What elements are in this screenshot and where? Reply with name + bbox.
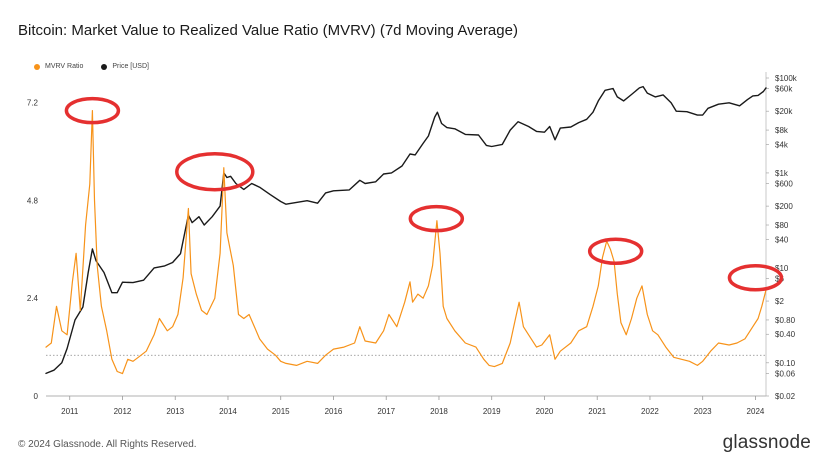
- legend-item-price[interactable]: Price [USD]: [101, 63, 149, 70]
- y-right-tick-label: $0.80: [775, 316, 796, 325]
- annotation-circle-5: [727, 264, 784, 292]
- mvrv-ratio-line: [45, 110, 767, 375]
- price-legend-dot-icon: [101, 63, 108, 70]
- y-right-tick-label: $40: [775, 235, 789, 244]
- y-right-tick-label: $60k: [775, 85, 793, 94]
- copyright-footer: © 2024 Glassnode. All Rights Reserved.: [18, 439, 197, 450]
- annotation-circle-4: [587, 237, 644, 266]
- y-right-tick-label: $100k: [775, 74, 798, 83]
- y-right-tick-label: $600: [775, 179, 793, 188]
- x-tick-label: 2022: [641, 407, 659, 416]
- y-right-tick-label: $0.10: [775, 359, 796, 368]
- y-right-tick-label: $2: [775, 297, 784, 306]
- y-left-tick-label: 0: [34, 392, 39, 401]
- x-tick-label: 2020: [536, 407, 554, 416]
- annotation-circle-2: [175, 152, 255, 192]
- y-right-tick-label: $8k: [775, 126, 789, 135]
- price-usd-line: [45, 85, 767, 375]
- glassnode-logo: glassnode: [722, 432, 811, 453]
- x-tick-label: 2019: [483, 407, 501, 416]
- y-left-tick-label: 7.2: [27, 98, 39, 107]
- annotation-circle-1: [64, 96, 121, 125]
- y-right-tick-label: $4k: [775, 140, 789, 149]
- legend-item-mvrv[interactable]: MVRV Ratio: [34, 63, 83, 70]
- x-tick-label: 2017: [377, 407, 395, 416]
- y-right-tick-label: $80: [775, 221, 789, 230]
- y-right-tick-label: $0.02: [775, 392, 796, 401]
- mvrv-legend-dot-icon: [34, 63, 40, 70]
- y-left-tick-label: 2.4: [27, 294, 39, 303]
- chart-title: Bitcoin: Market Value to Realized Value …: [18, 22, 518, 39]
- y-right-tick-label: $1k: [775, 169, 789, 178]
- annotation-circle-3: [408, 204, 465, 233]
- x-tick-label: 2012: [114, 407, 132, 416]
- x-tick-label: 2011: [61, 407, 79, 416]
- x-tick-label: 2023: [694, 407, 712, 416]
- legend-label-price: Price [USD]: [112, 63, 149, 70]
- chart-legend: MVRV Ratio Price [USD]: [34, 63, 149, 70]
- y-right-tick-label: $20k: [775, 107, 793, 116]
- y-right-tick-label: $0.40: [775, 330, 796, 339]
- x-tick-label: 2024: [747, 407, 765, 416]
- x-tick-label: 2016: [325, 407, 343, 416]
- x-tick-label: 2018: [430, 407, 448, 416]
- x-tick-label: 2014: [219, 407, 237, 416]
- x-tick-label: 2013: [166, 407, 184, 416]
- legend-label-mvrv: MVRV Ratio: [45, 63, 84, 70]
- x-tick-label: 2021: [588, 407, 606, 416]
- y-left-tick-label: 4.8: [27, 196, 39, 205]
- y-right-tick-label: $10: [775, 264, 789, 273]
- y-right-tick-label: $0.06: [775, 369, 796, 378]
- x-tick-label: 2015: [272, 407, 290, 416]
- y-right-tick-label: $200: [775, 202, 793, 211]
